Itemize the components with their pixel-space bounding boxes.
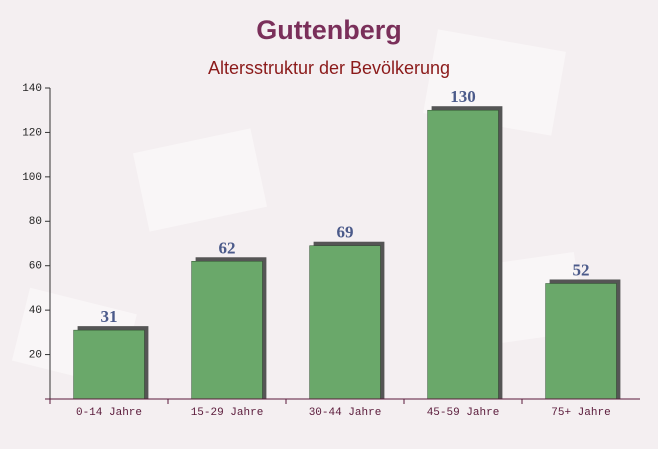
y-tick-label: 80 [29, 216, 42, 228]
chart-title: Guttenberg [256, 15, 402, 45]
bar [191, 261, 263, 400]
y-tick-label: 120 [22, 127, 42, 139]
bar [309, 245, 381, 400]
value-label: 31 [101, 307, 118, 326]
x-tick-label: 45-59 Jahre [427, 407, 500, 419]
bar [545, 283, 617, 400]
y-tick-label: 100 [22, 172, 42, 184]
value-label: 69 [337, 223, 354, 242]
y-tick-label: 20 [29, 349, 42, 361]
x-tick-label: 0-14 Jahre [76, 407, 142, 419]
y-tick-label: 60 [29, 261, 42, 273]
y-tick-label: 140 [22, 83, 42, 95]
value-label: 130 [450, 87, 476, 106]
y-tick-label: 40 [29, 305, 42, 317]
value-label: 52 [573, 260, 590, 279]
bar [73, 329, 145, 400]
x-tick-label: 30-44 Jahre [309, 407, 382, 419]
x-tick-label: 75+ Jahre [551, 407, 610, 419]
value-label: 62 [219, 238, 236, 257]
bar [427, 109, 499, 400]
chart-subtitle: Altersstruktur der Bevölkerung [208, 58, 450, 78]
x-tick-label: 15-29 Jahre [191, 407, 264, 419]
